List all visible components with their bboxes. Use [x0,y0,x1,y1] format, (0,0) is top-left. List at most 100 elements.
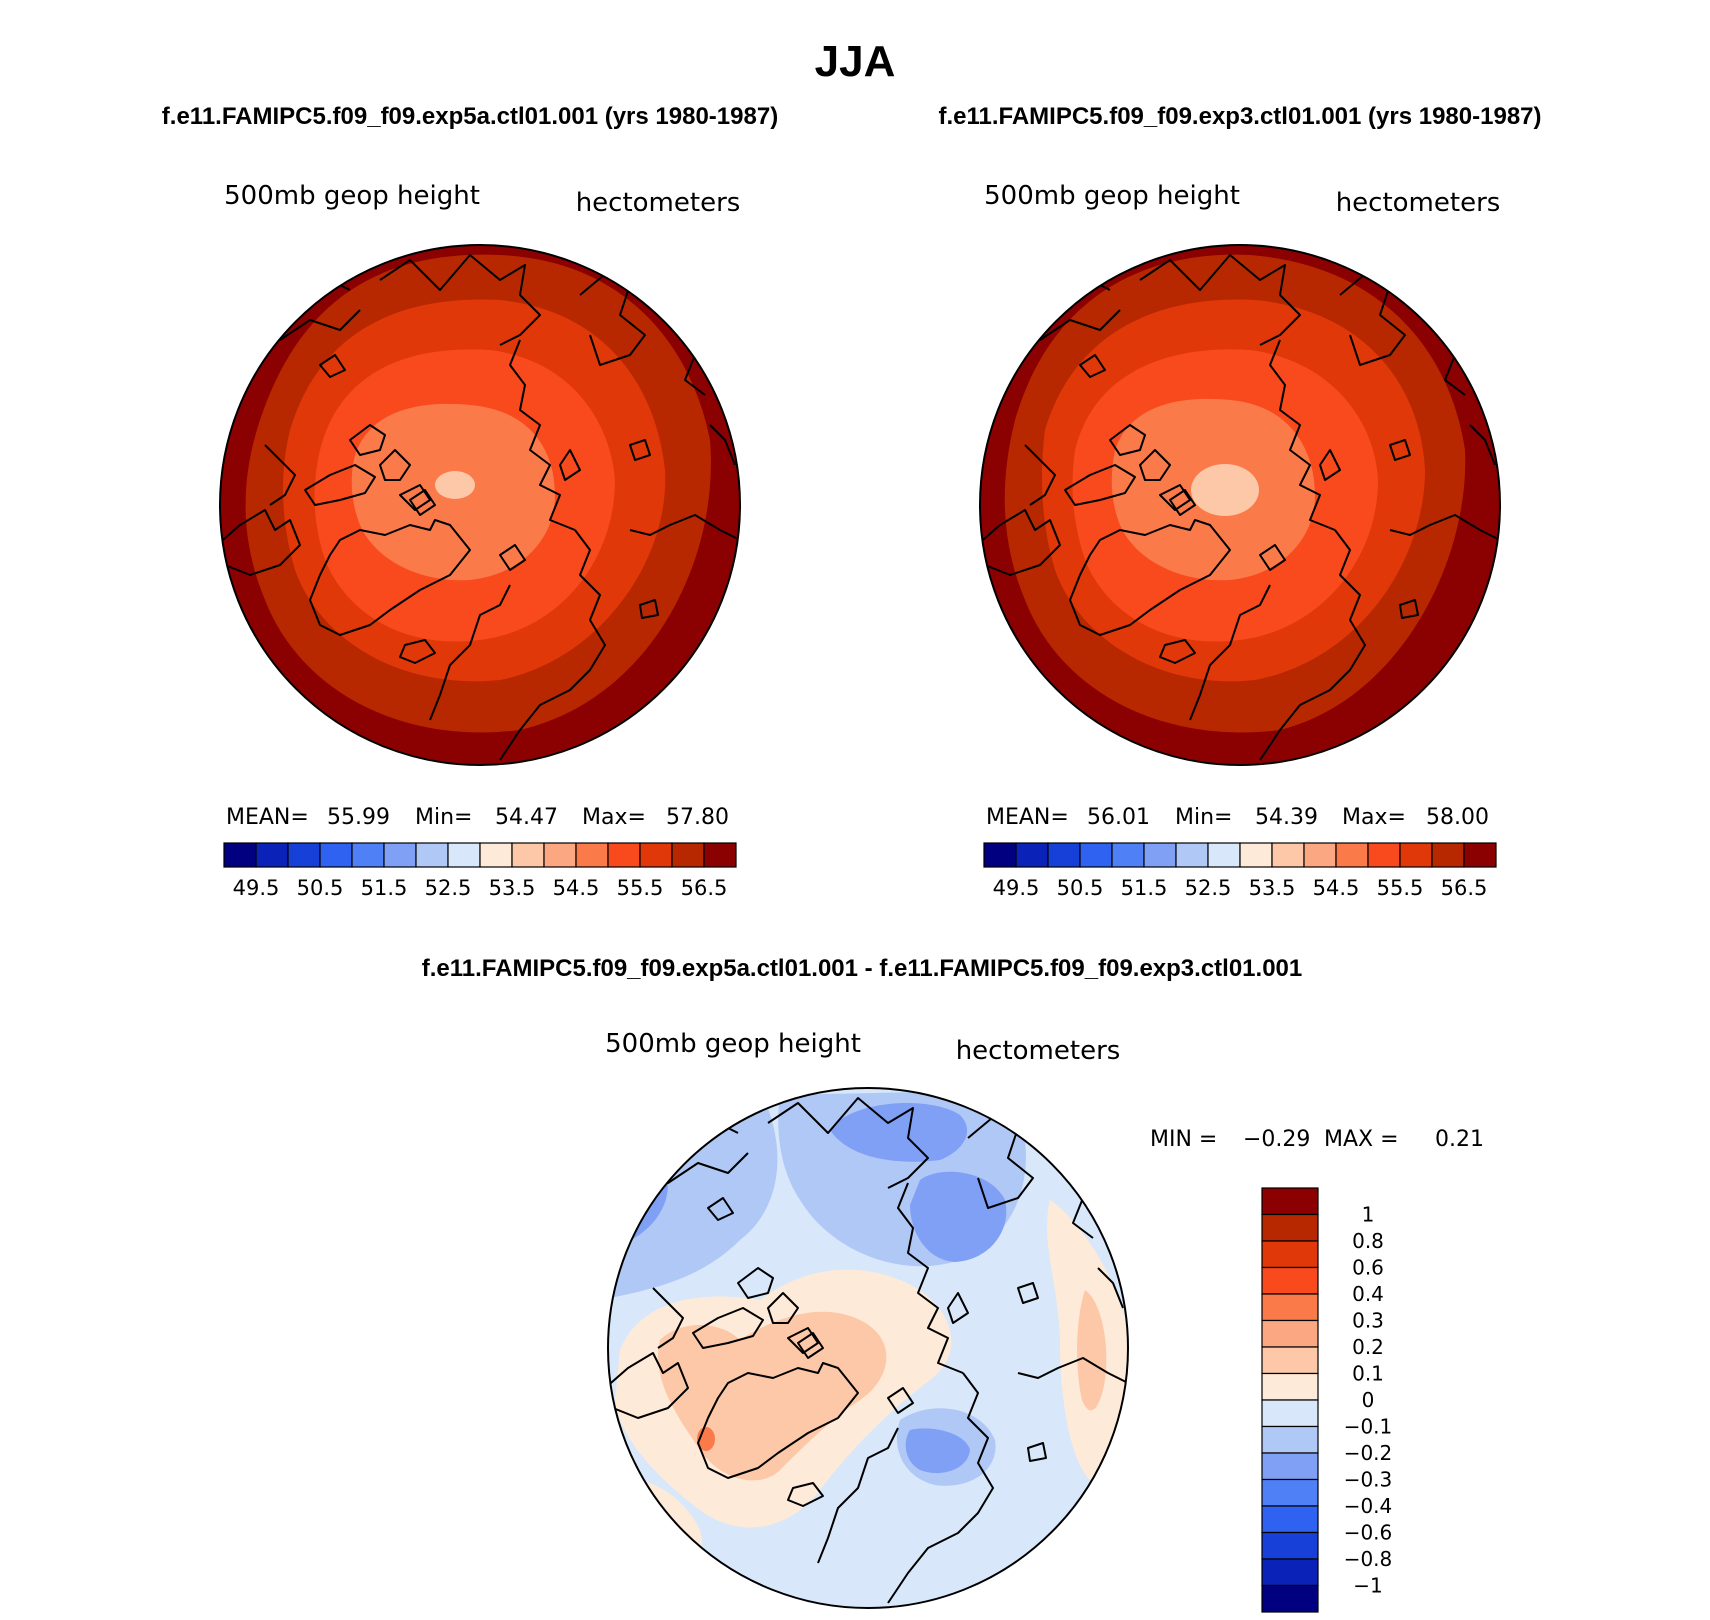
colorbar-swatch [1261,1213,1319,1242]
colorbar-tick-label: 54.5 [1313,876,1360,900]
right-colorbar: 49.5 50.5 51.5 52.5 53.5 54.5 55.5 56.5 [983,842,1497,900]
colorbar-tick-label: 54.5 [553,876,600,900]
colorbar-tick-label: 0.4 [1352,1282,1384,1306]
colorbar-swatch [639,842,673,868]
colorbar-tick-label: 55.5 [617,876,664,900]
colorbar-swatch [1175,842,1209,868]
colorbar-swatch [479,842,513,868]
colorbar-tick-label: 0.1 [1352,1362,1384,1386]
right-map [980,245,1500,765]
diff-max-label: MAX = [1324,1127,1399,1152]
colorbar-swatch [1261,1346,1319,1375]
colorbar-swatch [1261,1531,1319,1560]
colorbar-swatch [1261,1452,1319,1481]
colorbar-tick-label: 53.5 [489,876,536,900]
colorbar-swatch [1111,842,1145,868]
diff-panel: 500mb geop height hectometers MIN = [605,1029,1484,1613]
colorbar-swatch [1335,842,1369,868]
colorbar-swatch [1261,1266,1319,1295]
right-panel: 500mb geop height hectometers MEAN= 56.0… [979,181,1501,900]
colorbar-swatch [1261,1319,1319,1348]
colorbar-tick-label: 51.5 [361,876,408,900]
colorbar-swatch [287,842,321,868]
colorbar-tick-label: −1 [1353,1574,1382,1598]
left-max-value: 57.80 [666,805,729,830]
colorbar-swatch [1261,1187,1319,1216]
figure-title: JJA [815,37,896,86]
colorbar-swatch [671,842,705,868]
colorbar-tick-label: 55.5 [1377,876,1424,900]
right-case-title: f.e11.FAMIPC5.f09_f09.exp3.ctl01.001 (yr… [938,103,1541,130]
colorbar-swatch [415,842,449,868]
colorbar-swatch [255,842,289,868]
diff-units-label: hectometers [956,1036,1121,1066]
colorbar-swatch [1367,842,1401,868]
right-mean-label: MEAN= [986,805,1069,830]
colorbar-swatch [543,842,577,868]
colorbar-swatch [383,842,417,868]
right-variable-label: 500mb geop height [984,181,1240,211]
colorbar-swatch [1399,842,1433,868]
right-min-label: Min= [1175,805,1232,830]
diff-case-title: f.e11.FAMIPC5.f09_f09.exp5a.ctl01.001 - … [422,955,1303,982]
colorbar-tick-label: −0.6 [1344,1521,1393,1545]
diff-map [608,1088,1128,1608]
svg-text:MEAN=: MEAN= [226,805,309,830]
diff-max-value: 0.21 [1435,1127,1484,1152]
colorbar-tick-label: 0 [1362,1388,1375,1412]
colorbar-tick-label: −0.4 [1344,1494,1393,1518]
colorbar-tick-label: 52.5 [425,876,472,900]
left-max-label: Max= [582,805,646,830]
colorbar-swatch [511,842,545,868]
colorbar-swatch [1261,1293,1319,1322]
colorbar-tick-label: 49.5 [993,876,1040,900]
colorbar-swatch [1463,842,1497,868]
colorbar-swatch [607,842,641,868]
right-max-label: Max= [1342,805,1406,830]
colorbar-swatch [1303,842,1337,868]
left-mean-label: MEAN= [226,805,309,830]
left-mean-value: 55.99 [327,805,390,830]
colorbar-tick-label: −0.8 [1344,1547,1393,1571]
colorbar-swatch [1271,842,1305,868]
colorbar-swatch [1261,1584,1319,1613]
colorbar-swatch [447,842,481,868]
colorbar-tick-label: 50.5 [297,876,344,900]
colorbar-swatch [1207,842,1241,868]
colorbar-swatch [1261,1399,1319,1428]
diff-min-label: MIN = [1150,1127,1217,1152]
colorbar-swatch [1079,842,1113,868]
colorbar-swatch [1261,1478,1319,1507]
diff-colorbar: 10.8 0.60.4 0.30.2 0.10 −0.1−0.2 −0.3−0.4 −0.6… [1261,1187,1393,1613]
colorbar-tick-label: 52.5 [1185,876,1232,900]
diff-min-value: −0.29 [1243,1127,1310,1152]
colorbar-tick-label: 0.8 [1352,1229,1384,1253]
colorbar-swatch [319,842,353,868]
right-units-label: hectometers [1336,188,1501,218]
left-units-label: hectometers [576,188,741,218]
right-max-value: 58.00 [1426,805,1489,830]
colorbar-tick-label: 49.5 [233,876,280,900]
colorbar-swatch [1431,842,1465,868]
left-colorbar: 49.5 50.5 51.5 52.5 53.5 54.5 55.5 56.5 [223,842,737,900]
right-min-value: 54.39 [1255,805,1318,830]
colorbar-swatch [223,842,257,868]
colorbar-tick-label: 56.5 [681,876,728,900]
colorbar-swatch [1261,1558,1319,1587]
left-min-value: 54.47 [495,805,558,830]
colorbar-swatch [1239,842,1273,868]
colorbar-swatch [1261,1240,1319,1269]
colorbar-tick-label: −0.3 [1344,1468,1393,1492]
right-mean-value: 56.01 [1087,805,1150,830]
left-min-label: Min= [415,805,472,830]
colorbar-tick-label: 56.5 [1441,876,1488,900]
colorbar-swatch [703,842,737,868]
colorbar-tick-label: 50.5 [1057,876,1104,900]
colorbar-tick-label: −0.2 [1344,1441,1393,1465]
left-case-title: f.e11.FAMIPC5.f09_f09.exp5a.ctl01.001 (y… [162,103,778,130]
diff-variable-label: 500mb geop height [605,1029,861,1059]
colorbar-tick-label: 0.6 [1352,1256,1384,1280]
colorbar-swatch [351,842,385,868]
colorbar-swatch [1047,842,1081,868]
colorbar-tick-label: 53.5 [1249,876,1296,900]
